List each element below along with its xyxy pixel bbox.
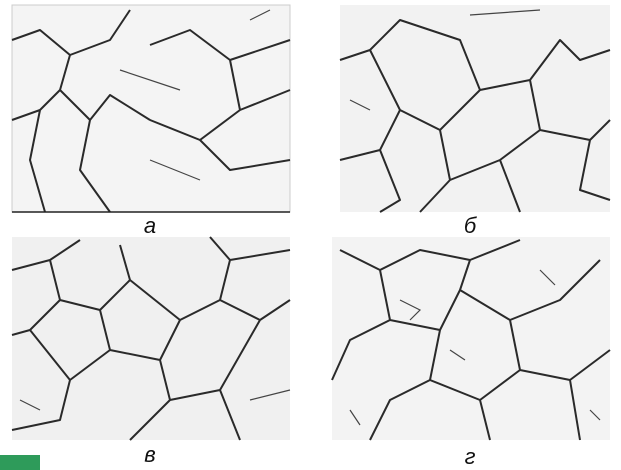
panel-label: б — [464, 213, 478, 238]
micrograph — [339, 5, 611, 213]
panel-label: г — [465, 444, 476, 469]
micrograph — [331, 237, 611, 441]
micrograph — [11, 4, 291, 213]
badge — [0, 455, 40, 470]
panel-label: в — [144, 442, 155, 467]
micrograph — [11, 236, 291, 441]
panel-label: а — [144, 213, 156, 238]
